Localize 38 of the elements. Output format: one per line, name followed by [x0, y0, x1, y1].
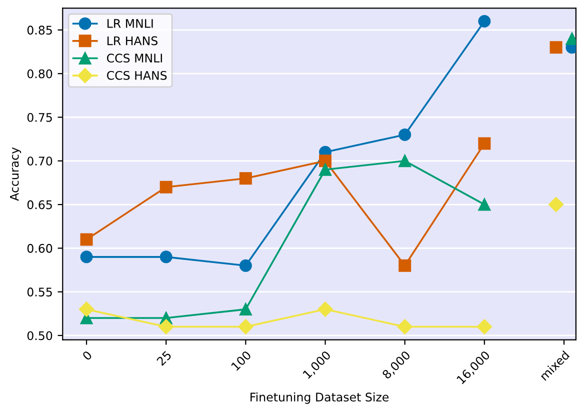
- point: [318, 302, 333, 317]
- legend-label: CCS HANS: [106, 70, 167, 80]
- point: [78, 302, 94, 317]
- y-tick-label: 0.80: [27, 69, 52, 78]
- x-tick-label: 0: [82, 350, 92, 361]
- point: [397, 319, 412, 334]
- point: [80, 233, 93, 246]
- y-tick-label: 0.70: [27, 156, 52, 166]
- y-tick-label: 0.85: [27, 26, 52, 35]
- legend-label: LR MNLI: [107, 19, 153, 28]
- x-tick-label: 25: [156, 350, 172, 366]
- y-tick-label: 0.50: [27, 331, 52, 340]
- point: [239, 172, 252, 185]
- y-tick-label: 0.55: [27, 288, 52, 296]
- y-tick-label: 0.65: [27, 200, 52, 210]
- point: [160, 180, 172, 194]
- y-tick-label: 0.60: [27, 244, 52, 253]
- point: [319, 154, 332, 168]
- x-tick-label: 100: [230, 350, 252, 372]
- point: [398, 128, 412, 141]
- point: [319, 163, 332, 176]
- point: [478, 198, 491, 211]
- point: [478, 14, 491, 28]
- point: [476, 319, 492, 334]
- point: [398, 154, 412, 168]
- point: [478, 137, 491, 150]
- point: [239, 259, 252, 272]
- legend-label: LR HANS: [107, 36, 158, 46]
- point: [398, 259, 412, 272]
- point: [238, 319, 254, 334]
- point: [160, 250, 172, 264]
- point: [239, 303, 252, 316]
- point: [158, 319, 174, 334]
- point: [80, 250, 93, 264]
- y-tick-label: 0.75: [27, 112, 52, 122]
- legend-label: CCS MNLI: [106, 54, 162, 63]
- y-axis-title: Accuracy: [10, 147, 22, 201]
- x-axis-title: Finetuning Dataset Size: [250, 392, 389, 404]
